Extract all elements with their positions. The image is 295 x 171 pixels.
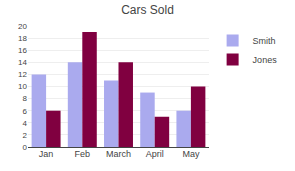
svg-text:Smith: Smith <box>253 36 276 46</box>
svg-text:Jan: Jan <box>39 149 54 159</box>
svg-text:14: 14 <box>18 58 27 67</box>
svg-text:Cars Sold: Cars Sold <box>121 3 174 17</box>
svg-text:May: May <box>182 149 200 159</box>
svg-text:6: 6 <box>23 107 28 116</box>
svg-text:8: 8 <box>23 94 28 103</box>
svg-text:Jones: Jones <box>253 55 278 65</box>
svg-text:16: 16 <box>18 46 27 55</box>
svg-text:10: 10 <box>18 82 27 91</box>
svg-text:March: March <box>106 149 131 159</box>
svg-text:18: 18 <box>18 34 27 43</box>
svg-text:4: 4 <box>23 119 28 128</box>
svg-text:2: 2 <box>23 131 28 140</box>
svg-text:April: April <box>146 149 164 159</box>
svg-text:0: 0 <box>23 143 28 152</box>
svg-text:20: 20 <box>18 22 27 31</box>
svg-text:Feb: Feb <box>75 149 91 159</box>
svg-text:12: 12 <box>18 70 27 79</box>
